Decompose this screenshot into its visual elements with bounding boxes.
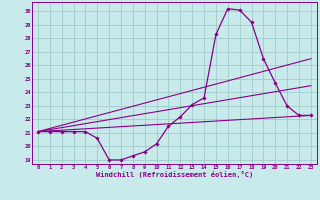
X-axis label: Windchill (Refroidissement éolien,°C): Windchill (Refroidissement éolien,°C) <box>96 171 253 178</box>
